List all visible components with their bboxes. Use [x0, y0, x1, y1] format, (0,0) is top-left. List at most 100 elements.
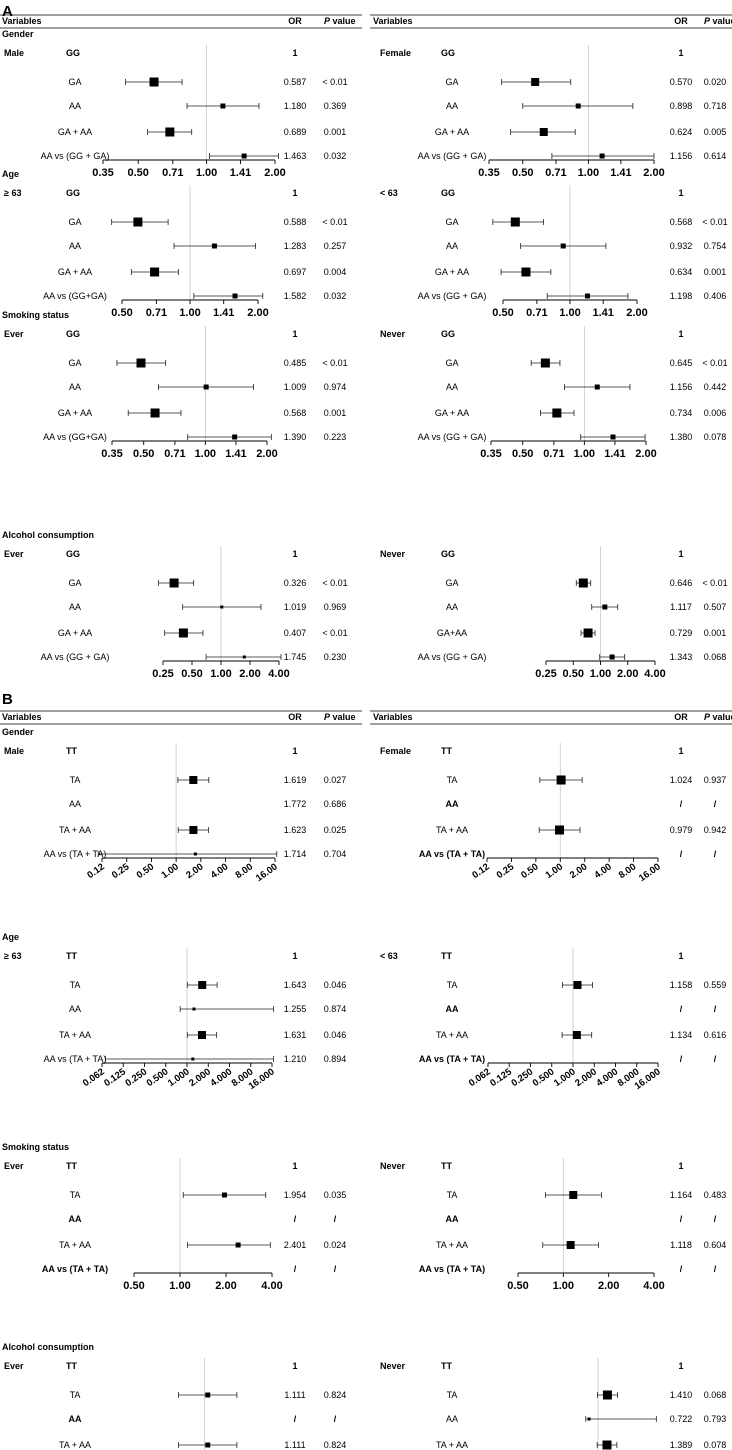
row-label: GA: [445, 217, 458, 227]
reference-genotype: GG: [441, 188, 455, 198]
row-or: 1.118: [670, 1240, 692, 1250]
block-gender: Gender Male TT 1 TA 1.619 0.027 AA 1.772 0.686 TA …: [2, 727, 726, 884]
x-tick-label: 1.00: [590, 668, 611, 680]
block-title: Alcohol consumption: [2, 1342, 94, 1352]
row-p-value: 0.005: [704, 127, 727, 137]
subgroup-label: ≥ 63: [4, 951, 21, 961]
panel-a: AVariablesORPvalueVariablesORPvalueGende…: [0, 3, 732, 680]
x-tick-label: 0.50: [123, 1280, 144, 1292]
x-tick-label: 2.00: [626, 307, 647, 319]
point-estimate: [205, 1392, 211, 1398]
header-value: value: [712, 712, 732, 722]
point-estimate: [609, 654, 615, 660]
subgroup-label: < 63: [380, 951, 398, 961]
row-label: AA vs (GG + GA): [418, 291, 487, 301]
x-tick-label: 0.250: [123, 1066, 149, 1089]
row-or: 0.568: [284, 408, 307, 418]
reference-or: 1: [292, 746, 297, 756]
row-label: AA vs (TA + TA): [42, 1264, 108, 1274]
reference-or: 1: [292, 329, 297, 339]
row-p-value: < 0.01: [702, 578, 727, 588]
x-tick-label: 4.00: [592, 861, 613, 881]
point-estimate: [178, 628, 188, 638]
row-p-value: 0.025: [324, 825, 347, 835]
row-label: AA: [446, 382, 458, 392]
x-tick-label: 0.125: [102, 1066, 128, 1089]
reference-or: 1: [292, 48, 297, 58]
row-p-value: 0.616: [704, 1030, 727, 1040]
row-or: 1.111: [284, 1390, 305, 1400]
row-or: 1.255: [284, 1004, 307, 1014]
block-title: Alcohol consumption: [2, 530, 94, 540]
row-p-value: < 0.01: [322, 358, 347, 368]
point-estimate: [189, 776, 198, 784]
row-label: AA vs (GG + GA): [41, 652, 110, 662]
block-smoking-status: Smoking status Ever TT 1 TA 1.954 0.035 AA / / TA …: [2, 1142, 726, 1292]
x-tick-label: 0.25: [495, 861, 517, 881]
x-tick-label: 2.000: [573, 1066, 599, 1089]
reference-genotype: TT: [66, 951, 77, 961]
subgroup-label: Male: [4, 746, 24, 756]
row-label: TA + AA: [436, 1030, 468, 1040]
subgroup-label: Male: [4, 48, 24, 58]
header-p: P: [324, 16, 331, 26]
x-tick-label: 0.71: [543, 448, 564, 460]
row-or: /: [680, 1054, 683, 1064]
row-label: AA vs (TA + TA): [419, 1054, 485, 1064]
row-or: 0.570: [670, 77, 693, 87]
row-or: 1.410: [670, 1390, 693, 1400]
row-or: 1.117: [670, 602, 692, 612]
x-tick-label: 0.50: [111, 307, 132, 319]
row-p-value: < 0.01: [322, 217, 347, 227]
x-tick-label: 1.00: [179, 307, 200, 319]
x-tick-label: 0.50: [135, 861, 156, 881]
row-label: AA: [69, 382, 81, 392]
x-tick-label: 0.71: [526, 307, 547, 319]
row-label: AA vs (TA + TA): [419, 1264, 485, 1274]
point-estimate: [221, 1192, 227, 1198]
row-label: GA + AA: [58, 127, 92, 137]
row-label: TA + AA: [59, 1240, 91, 1250]
row-or: 1.954: [284, 1190, 307, 1200]
point-estimate: [594, 384, 600, 390]
row-label: AA: [446, 602, 458, 612]
row-or: 0.568: [670, 217, 693, 227]
block-alcohol-consumption: Alcohol consumption Ever TT 1 TA 1.111 0.824 AA…: [2, 1342, 726, 1450]
row-label: AA vs (TA + TA): [44, 849, 107, 859]
row-p-value: < 0.01: [322, 77, 347, 87]
row-p-value: /: [714, 1054, 717, 1064]
row-p-value: 0.027: [324, 775, 347, 785]
x-tick-label: 2.000: [187, 1066, 213, 1089]
row-label: TA: [70, 980, 81, 990]
reference-genotype: GG: [66, 329, 80, 339]
reference-or: 1: [678, 951, 683, 961]
row-label: AA: [69, 101, 81, 111]
row-label: AA vs (GG + GA): [418, 432, 487, 442]
row-p-value: 0.974: [324, 382, 347, 392]
row-or: 0.646: [670, 578, 693, 588]
row-label: AA: [446, 241, 458, 251]
row-or: 1.714: [284, 849, 307, 859]
header-variables: Variables: [2, 16, 42, 26]
row-or: 1.134: [670, 1030, 693, 1040]
row-p-value: 0.020: [704, 77, 727, 87]
point-estimate: [539, 128, 548, 136]
reference-genotype: TT: [66, 746, 77, 756]
x-tick-label: 0.71: [146, 307, 167, 319]
row-p-value: 0.032: [324, 291, 347, 301]
x-tick-label: 0.12: [85, 861, 106, 881]
row-label: AA: [69, 1214, 82, 1224]
row-label: GA: [68, 578, 81, 588]
subgroup-label: Ever: [4, 329, 24, 339]
panel-letter: A: [2, 3, 13, 20]
block-title: Gender: [2, 29, 34, 39]
point-estimate: [136, 358, 146, 368]
reference-or: 1: [678, 48, 683, 58]
row-or: 0.485: [284, 358, 307, 368]
x-tick-label: 1.00: [559, 307, 580, 319]
x-tick-label: 4.00: [268, 668, 289, 680]
point-estimate: [573, 981, 582, 989]
row-or: 1.643: [284, 980, 307, 990]
header-or: OR: [674, 16, 688, 26]
